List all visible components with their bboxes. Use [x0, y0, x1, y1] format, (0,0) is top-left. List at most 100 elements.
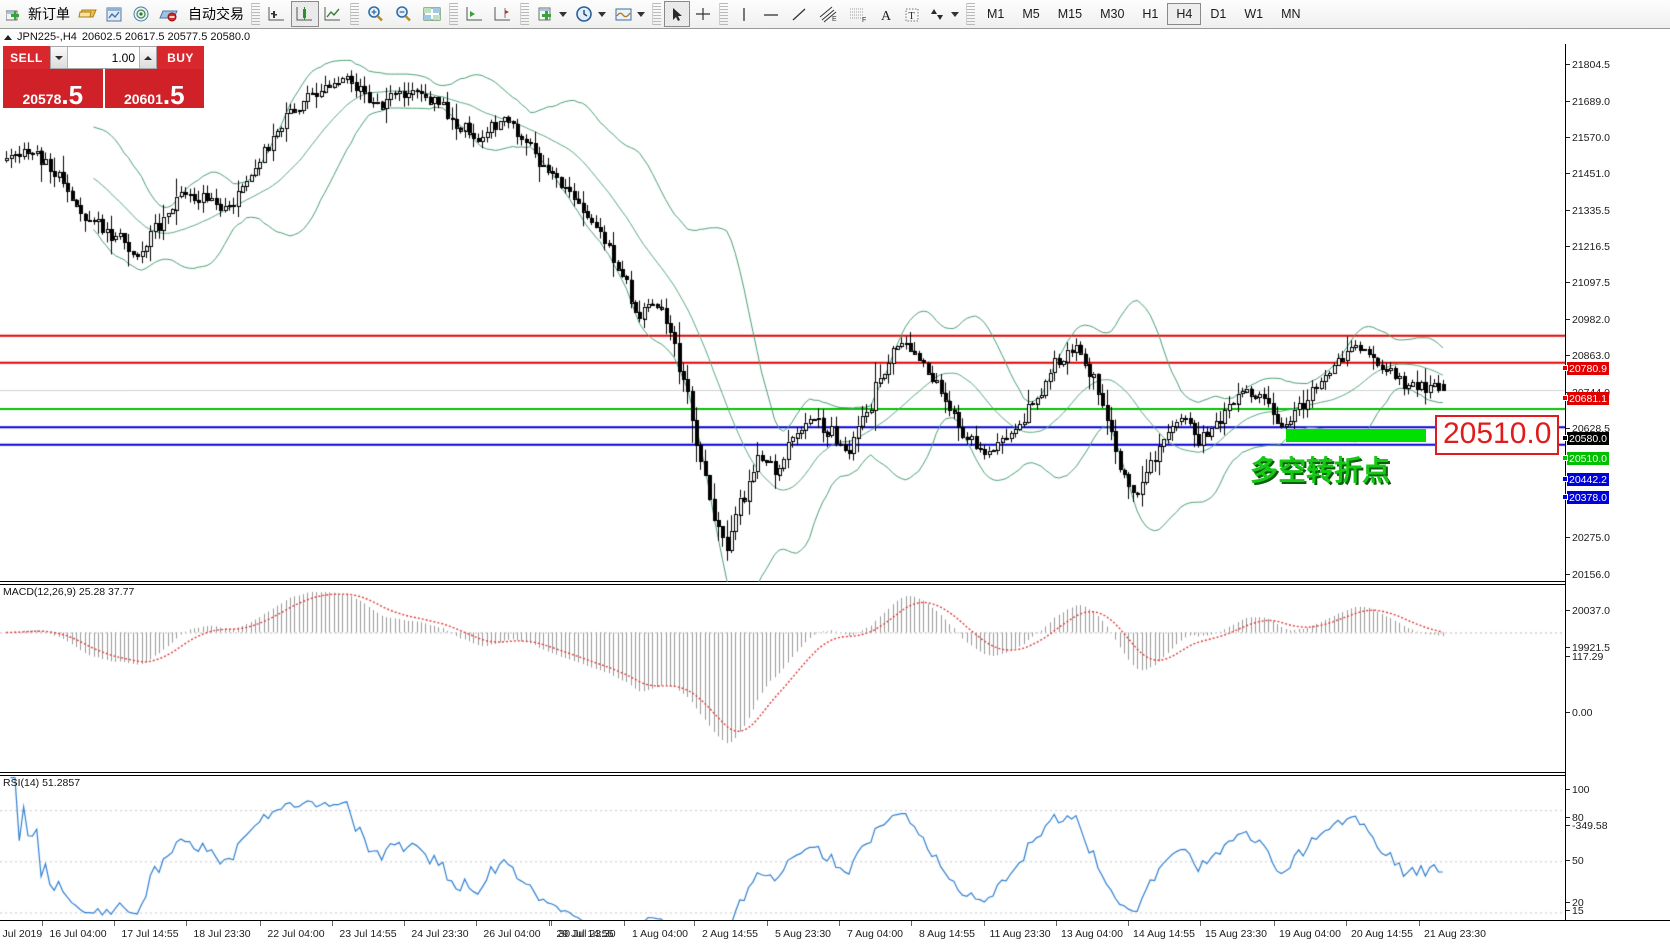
price-level-label[interactable]: 20780.9	[1567, 362, 1609, 375]
time-tick-label: 5 Aug 23:30	[774, 928, 832, 940]
price-level-label[interactable]: 20442.2	[1567, 473, 1609, 486]
price-level-label[interactable]: 20510.0	[1567, 452, 1609, 465]
time-tick-label: 23 Jul 14:55	[339, 928, 397, 940]
line-chart-button[interactable]	[319, 1, 347, 27]
fibonacci-tool-button[interactable]: F	[843, 1, 873, 27]
line-chart-icon	[324, 7, 340, 21]
new-order-icon	[6, 10, 19, 20]
horizontal-line-tool-button[interactable]	[757, 1, 785, 27]
chart-note-text: 多空转折点	[1250, 454, 1391, 487]
price-level-marker[interactable]	[1562, 476, 1568, 482]
timeframe-m5[interactable]: M5	[1022, 7, 1040, 21]
timeframe-mn[interactable]: MN	[1281, 7, 1301, 21]
timeframe-m15[interactable]: M15	[1057, 7, 1083, 21]
price-tick: 20	[1566, 896, 1670, 909]
time-tick-label: 8 Aug 14:55	[918, 928, 976, 940]
arrows-caret-icon[interactable]	[951, 11, 959, 17]
templates-caret-icon[interactable]	[559, 11, 567, 17]
time-tick-separator	[1274, 921, 1275, 926]
template-add-icon	[538, 7, 551, 20]
trendline-tool-button[interactable]	[785, 1, 813, 27]
timeframe-m30[interactable]: M30	[1100, 7, 1125, 21]
price-pane[interactable]	[0, 44, 1565, 582]
price-axis[interactable]: 21804.5 21689.0 21570.0 21451.0 21335.5 21216…	[1562, 44, 1670, 920]
text-tool-button[interactable]: A	[873, 1, 899, 27]
price-level-label[interactable]: 20378.0	[1567, 491, 1609, 504]
horizontal-line-icon	[764, 13, 778, 16]
price-level-marker[interactable]	[1562, 395, 1568, 401]
price-tick: 21689.0	[1566, 95, 1670, 108]
price-tick-label: 21216.5	[1572, 240, 1610, 253]
arrows-tool-button[interactable]	[925, 1, 963, 27]
chart-area[interactable]: MACD(12,26,9) 25.28 37.77 RSI(14) 51.285…	[0, 44, 1670, 951]
price-tick: 20982.0	[1566, 313, 1670, 326]
autotrading-button[interactable]: 自动交易	[182, 1, 248, 27]
folder-stop-icon	[159, 10, 178, 21]
timeframe-d1[interactable]: D1	[1210, 7, 1227, 21]
time-tick-label: 4 Jul 2019	[0, 928, 43, 940]
bar-chart-icon	[268, 7, 284, 21]
indicators-caret-icon[interactable]	[637, 11, 645, 17]
price-tick: 21097.5	[1566, 276, 1670, 289]
toolbar-separator-6	[719, 3, 728, 25]
time-tick-separator	[1128, 921, 1129, 926]
bar-chart-button[interactable]	[263, 1, 291, 27]
time-tick-label: 19 Aug 04:00	[1279, 928, 1341, 940]
time-tick-separator	[476, 921, 477, 926]
rsi-canvas[interactable]	[0, 776, 1565, 921]
price-tick-label: 21570.0	[1572, 131, 1610, 144]
templates-button[interactable]	[532, 1, 571, 27]
new-order-button[interactable]: 新订单	[2, 1, 74, 27]
price-level-label[interactable]: 20580.0	[1567, 432, 1609, 445]
scroll-up-icon[interactable]	[4, 34, 12, 40]
grid-icon	[423, 7, 441, 21]
text-label-tool-button[interactable]: T	[899, 1, 925, 27]
crosshair-tool-button[interactable]	[690, 1, 716, 27]
price-canvas[interactable]	[0, 44, 1565, 582]
price-tick: 19921.5	[1566, 641, 1670, 654]
price-tick-label: 20156.0	[1572, 568, 1610, 581]
toolbar-separator-7	[966, 3, 975, 25]
symbol-ohlc: 20602.5 20617.5 20577.5 20580.0	[81, 31, 251, 43]
time-axis[interactable]: 4 Jul 2019 16 Jul 04:00 17 Jul 14:55 18 Jul…	[0, 920, 1670, 951]
grid-button[interactable]	[418, 1, 446, 27]
time-tick-label: 22 Jul 04:00	[267, 928, 325, 940]
candlestick-chart-button[interactable]	[291, 1, 319, 27]
time-tick-label: 17 Jul 14:55	[121, 928, 179, 940]
auto-scroll-button[interactable]	[461, 1, 489, 27]
zoom-out-button[interactable]	[390, 1, 418, 27]
channel-icon: E	[819, 6, 837, 23]
vertical-line-tool-button[interactable]	[731, 1, 757, 27]
time-tick-separator	[767, 921, 768, 926]
timeframe-h4[interactable]: H4	[1167, 3, 1202, 25]
period-button[interactable]	[571, 1, 610, 27]
indicators-button[interactable]	[610, 1, 649, 27]
cursor-tool-button[interactable]	[664, 1, 690, 27]
price-level-label[interactable]: 20681.1	[1567, 392, 1609, 405]
price-level-marker[interactable]	[1562, 365, 1568, 371]
macd-canvas[interactable]	[0, 585, 1565, 774]
navigator-button[interactable]	[128, 1, 155, 27]
price-tick: 21216.5	[1566, 240, 1670, 253]
market-watch-button[interactable]	[74, 1, 101, 27]
rsi-pane[interactable]: RSI(14) 51.2857	[0, 775, 1565, 921]
timeframe-m1[interactable]: M1	[987, 7, 1005, 21]
timeframe-h1[interactable]: H1	[1142, 7, 1159, 21]
zoom-in-button[interactable]	[362, 1, 390, 27]
price-tick-label: 117.29	[1572, 650, 1604, 663]
price-tick-label: 20275.0	[1572, 531, 1610, 544]
terminal-button[interactable]	[155, 1, 182, 27]
price-level-marker[interactable]	[1562, 435, 1568, 441]
chart-shift-button[interactable]	[489, 1, 517, 27]
time-tick-label: 26 Jul 04:00	[483, 928, 541, 940]
equidistant-channel-tool-button[interactable]: E	[813, 1, 843, 27]
period-caret-icon[interactable]	[598, 11, 606, 17]
macd-pane[interactable]: MACD(12,26,9) 25.28 37.77	[0, 584, 1565, 774]
data-window-button[interactable]	[101, 1, 128, 27]
timeframe-w1[interactable]: W1	[1244, 7, 1264, 21]
svg-text:E: E	[832, 16, 837, 23]
price-level-marker[interactable]	[1562, 494, 1568, 500]
price-level-marker[interactable]	[1562, 455, 1568, 461]
time-tick-separator	[1346, 921, 1347, 926]
price-tick-label: 21451.0	[1572, 167, 1610, 180]
